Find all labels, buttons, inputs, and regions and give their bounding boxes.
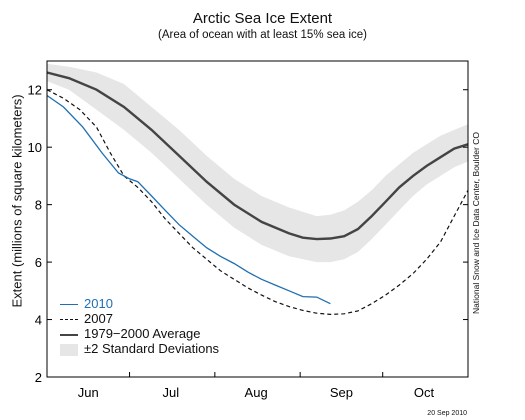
y-tick-label: 6 [35,255,42,270]
date-stamp: 20 Sep 2010 [427,410,467,417]
credit-label: National Snow and Ice Data Center, Bould… [471,132,481,314]
y-tick-label: 4 [35,313,42,328]
legend-label-2010: 2010 [84,296,113,312]
legend-item-2010: 2010 [60,297,219,312]
series-2007-line [46,89,469,316]
y-tick-label: 10 [28,140,42,155]
legend-swatch-std [60,343,78,356]
chart-subtitle: (Area of ocean with at least 15% sea ice… [157,29,368,41]
x-tick-label: Oct [414,385,435,400]
series-2010-line [46,94,331,305]
legend-item-2007: 2007 [60,312,219,327]
x-tick-label: Aug [245,385,268,400]
legend-item-std: ±2 Standard Deviations [60,342,219,357]
series-average-line [46,71,469,241]
legend-label-2007: 2007 [84,311,113,327]
std-dev-band [47,63,468,263]
legend-swatch-2010 [60,304,78,305]
y-axis-label: Extent (millions of square kilometers) [9,94,25,308]
legend-swatch-2007 [60,319,78,320]
chart-legend: 2010 2007 1979−2000 Average ±2 Standard … [60,297,219,357]
x-tick-label: Sep [330,385,353,400]
legend-label-average: 1979−2000 Average [84,326,201,342]
x-tick-label: Jul [163,385,180,400]
y-tick-label: 2 [35,370,42,385]
y-tick-label: 12 [28,83,42,98]
chart-title: Arctic Sea Ice Extent [192,10,333,27]
x-tick-label: Jun [78,385,99,400]
legend-swatch-average [60,333,78,336]
y-tick-label: 8 [35,198,42,213]
plot-frame [46,60,469,378]
legend-label-std: ±2 Standard Deviations [84,341,220,357]
legend-item-average: 1979−2000 Average [60,327,219,342]
